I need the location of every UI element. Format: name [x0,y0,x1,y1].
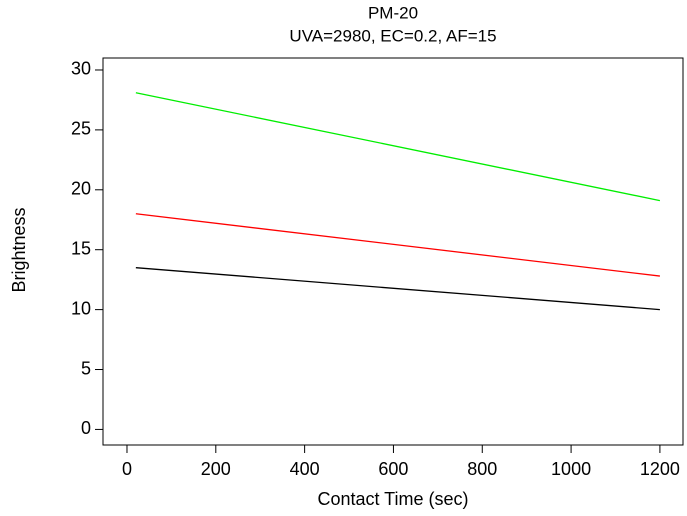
y-tick-label: 10 [71,298,91,318]
plot-frame [102,57,684,446]
data-line [135,213,660,277]
x-tick-label: 600 [378,459,408,479]
chart-title: PM-20 [368,3,418,22]
x-tick-label: 1000 [551,459,591,479]
x-tick-label: 400 [290,459,320,479]
x-tick-label: 800 [467,459,497,479]
x-tick-label: 0 [122,459,132,479]
data-line [135,267,660,311]
x-tick-label: 200 [201,459,231,479]
y-tick-label: 5 [81,358,91,378]
y-tick-label: 15 [71,238,91,258]
x-tick-label: 1200 [640,459,680,479]
x-axis-label: Contact Time (sec) [317,489,468,509]
y-tick-label: 20 [71,179,91,199]
y-axis-label: Brightness [9,207,29,292]
y-tick-label: 25 [71,119,91,139]
chart-subtitle: UVA=2980, EC=0.2, AF=15 [289,26,496,45]
data-line [135,92,661,202]
y-tick-label: 30 [71,59,91,79]
y-tick-label: 0 [81,418,91,438]
